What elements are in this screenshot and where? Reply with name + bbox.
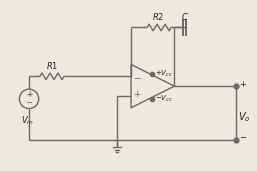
Text: +: + xyxy=(26,90,32,99)
Text: $V_o$: $V_o$ xyxy=(238,110,251,124)
Text: $V_{in}$: $V_{in}$ xyxy=(21,114,34,127)
Text: $R2$: $R2$ xyxy=(152,11,164,22)
Text: $-V_{cc}$: $-V_{cc}$ xyxy=(155,94,173,104)
Text: $C$: $C$ xyxy=(181,11,189,22)
Text: +: + xyxy=(240,80,246,89)
Text: −: − xyxy=(25,98,33,107)
Text: $+V_{cc}$: $+V_{cc}$ xyxy=(155,68,173,79)
Text: $R1$: $R1$ xyxy=(46,60,58,71)
Text: −: − xyxy=(133,73,140,82)
Text: +: + xyxy=(133,90,140,99)
Text: −: − xyxy=(240,133,246,142)
